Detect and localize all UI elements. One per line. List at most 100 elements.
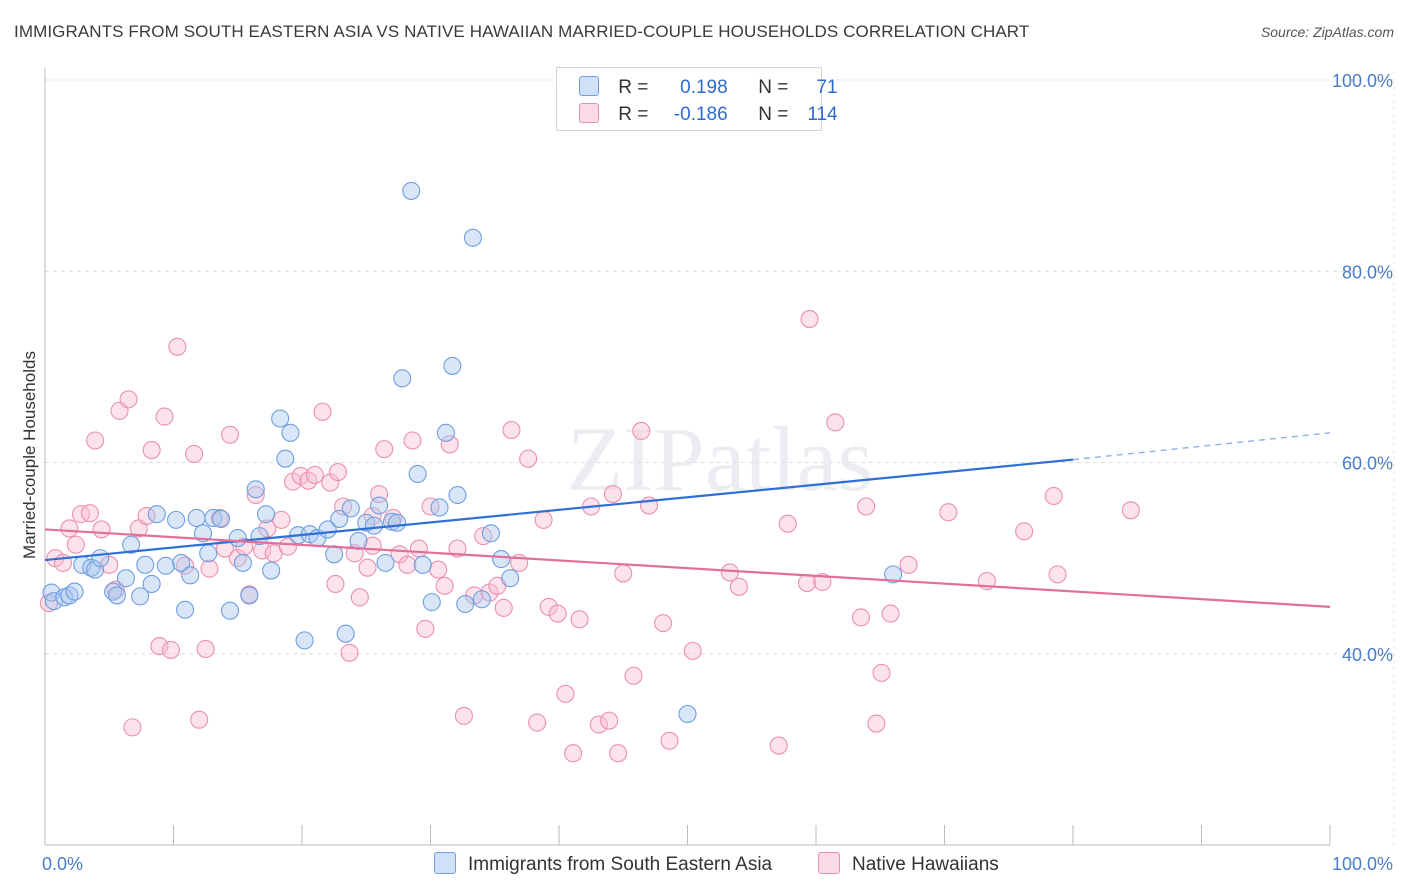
hawaiian-point	[448, 539, 467, 558]
tick-labels: 40.0% 60.0% 80.0% 100.0% 0.0% 100.0%	[42, 71, 1393, 874]
hawaiian-point	[454, 706, 473, 725]
hawaiian-point	[660, 731, 679, 750]
hawaiian-point	[328, 463, 348, 482]
bottom-legend-immigrants: Immigrants from South Eastern Asia	[434, 852, 772, 876]
immigrant-point	[256, 505, 276, 524]
hawaiian-point	[155, 407, 174, 426]
hawaiian-point	[305, 465, 324, 484]
immigrants-sea-points	[42, 181, 903, 724]
hawaiian-point	[534, 510, 553, 529]
hawaiian-point	[609, 744, 628, 763]
immigrants-trend-line	[44, 458, 1074, 562]
hawaiian-point	[403, 431, 422, 450]
hawaiian-point	[409, 539, 428, 558]
immigrant-point	[142, 574, 161, 593]
immigrant-point	[199, 544, 218, 563]
hawaiian-point	[340, 643, 359, 662]
immigrant-point	[228, 528, 247, 548]
immigrant-point	[187, 508, 206, 528]
hawaiian-point	[502, 420, 521, 440]
watermark: ZIPatlas	[567, 408, 874, 510]
immigrant-point	[325, 545, 344, 564]
hawaiian-point	[80, 504, 100, 523]
hawaiian-point	[778, 514, 797, 533]
immigrant-point	[91, 549, 110, 568]
legend-n-value: 114	[807, 104, 838, 125]
y-tick-label: 60.0%	[1342, 454, 1393, 474]
immigrant-point	[131, 587, 150, 606]
immigrant-point	[122, 535, 141, 554]
immigrant-point	[341, 499, 360, 518]
hawaiian-point	[654, 614, 673, 633]
x-tick-label: 0.0%	[42, 854, 83, 874]
correlation-legend: R = 0.198 N = 71 R = -0.186 N = 114	[556, 67, 838, 131]
immigrant-point	[430, 498, 449, 517]
hawaiian-point	[228, 549, 247, 568]
immigrant-point	[181, 566, 200, 585]
hawaiian-point	[350, 588, 369, 607]
hawaiian-point	[313, 402, 332, 421]
immigrant-point	[86, 560, 105, 579]
immigrant-point	[295, 631, 314, 650]
hawaiian-point	[872, 663, 891, 682]
immigrant-point	[422, 593, 441, 612]
axes	[44, 68, 1331, 846]
immigrant-point	[413, 555, 432, 574]
immigrant-point	[884, 565, 903, 584]
hawaiian-point	[435, 576, 454, 595]
immigrant-point	[388, 513, 407, 532]
y-tick-label: 40.0%	[1342, 645, 1393, 665]
hawaiian-point	[683, 641, 702, 660]
legend-swatch-pink	[579, 103, 599, 123]
immigrant-point	[408, 464, 427, 484]
immigrant-point	[370, 496, 389, 515]
legend-n-value: 71	[816, 77, 838, 98]
immigrant-point	[176, 600, 195, 619]
immigrant-point	[271, 409, 290, 428]
hawaiian-point	[797, 573, 817, 593]
hawaiian-point	[150, 637, 169, 656]
hawaiian-point	[528, 713, 547, 732]
hawaiian-point	[358, 558, 377, 577]
immigrant-point	[501, 569, 520, 588]
immigrant-point	[330, 509, 349, 528]
immigrant-point	[456, 594, 475, 614]
hawaiian-point	[190, 710, 209, 729]
hawaiian-point	[600, 711, 619, 730]
hawaiian-point	[556, 684, 575, 703]
hawaiian-point	[857, 497, 876, 516]
immigrant-point	[167, 510, 186, 529]
hawaiian-point	[603, 485, 623, 504]
hawaiian-point	[494, 598, 513, 617]
hawaiian-point	[123, 718, 142, 737]
hawaiian-point	[614, 564, 633, 583]
hawaiians-trend-line	[44, 528, 1331, 608]
immigrant-point	[233, 553, 252, 572]
hawaiian-point	[1015, 522, 1034, 541]
hawaiian-point	[375, 440, 394, 459]
immigrants-trend-extension	[1072, 432, 1331, 461]
hawaiian-point	[200, 559, 219, 578]
immigrant-point	[443, 356, 462, 375]
legend-r-label: R =	[618, 104, 649, 125]
chart-title: IMMIGRANTS FROM SOUTH EASTERN ASIA VS NA…	[14, 22, 1030, 41]
hawaiian-point	[196, 639, 215, 659]
immigrant-point	[336, 624, 355, 643]
x-tick-label: 100.0%	[1332, 854, 1393, 874]
hawaiian-point	[570, 610, 589, 629]
hawaiian-point	[881, 604, 900, 623]
legend-r-value: -0.186	[673, 104, 728, 125]
hawaiian-point	[867, 714, 886, 733]
hawaiian-point	[480, 583, 499, 602]
hawaiian-point	[86, 431, 105, 450]
immigrant-point	[240, 586, 259, 605]
legend-r-value: 0.198	[680, 77, 728, 98]
immigrant-point	[402, 181, 421, 200]
bottom-swatch-pink	[818, 852, 840, 874]
hawaiian-point	[92, 520, 111, 539]
hawaiian-point	[519, 449, 538, 468]
immigrant-point	[116, 569, 136, 588]
hawaiian-point	[1044, 486, 1063, 506]
source-credit: Source: ZipAtlas.com	[1260, 24, 1394, 40]
